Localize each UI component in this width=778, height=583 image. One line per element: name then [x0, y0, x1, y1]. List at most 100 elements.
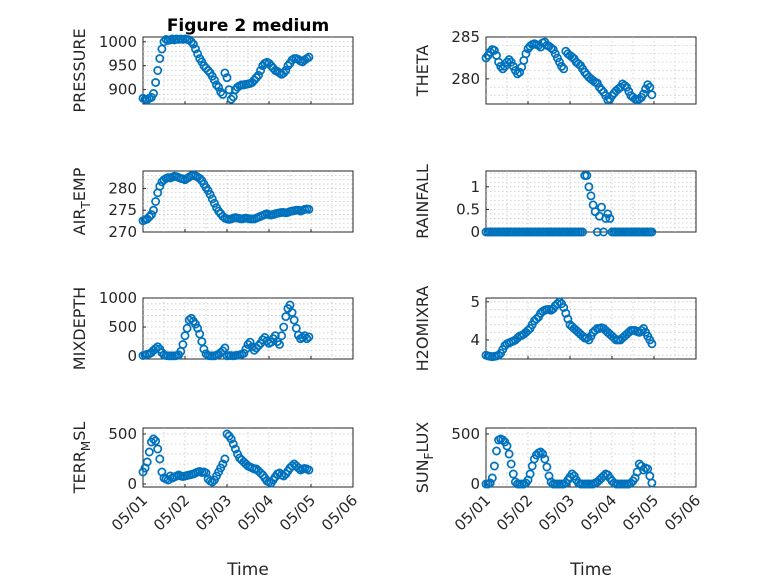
data-point	[180, 331, 190, 341]
x-tick-label: 05/06	[318, 491, 361, 534]
data-point	[254, 70, 263, 80]
data-point	[277, 331, 287, 341]
data-point	[298, 333, 308, 342]
data-point	[540, 454, 550, 464]
data-point	[220, 68, 230, 78]
x-tick-label: 05/02	[150, 491, 193, 534]
data-point	[597, 202, 606, 212]
data-point	[523, 325, 533, 335]
data-point	[647, 90, 657, 100]
data-point	[645, 82, 655, 92]
y-tick-label: 5	[470, 293, 480, 311]
data-point	[151, 197, 161, 206]
y-axis-label: SUNFLUX	[413, 422, 436, 494]
data-point	[513, 69, 522, 79]
x-tick-label: 05/05	[276, 491, 319, 534]
data-point	[165, 471, 175, 481]
data-point	[218, 459, 228, 469]
data-point	[492, 446, 501, 456]
data-point	[203, 66, 213, 75]
data-point	[506, 459, 516, 469]
data-point	[182, 323, 192, 333]
data-point	[542, 462, 552, 472]
series-markers	[138, 429, 314, 488]
data-point	[636, 325, 646, 335]
x-tick-label: 05/03	[535, 491, 578, 534]
data-point	[304, 52, 314, 62]
data-point	[149, 89, 158, 98]
series-markers	[481, 434, 657, 489]
data-point	[586, 191, 596, 201]
data-point	[555, 297, 564, 307]
data-point	[293, 463, 303, 473]
y-axis-label: H2OMIXRA	[413, 286, 432, 372]
data-point	[209, 75, 219, 85]
series-markers	[138, 300, 314, 361]
y-tick-label: 270	[108, 223, 137, 241]
data-point	[142, 457, 152, 467]
data-point	[153, 66, 163, 75]
data-point	[302, 334, 312, 344]
data-point	[186, 37, 196, 47]
data-point	[582, 171, 592, 180]
data-point	[515, 67, 525, 77]
y-tick-label: 0	[127, 347, 137, 365]
data-point	[214, 82, 224, 92]
data-point	[531, 314, 541, 324]
data-point	[149, 434, 158, 444]
y-tick-label: 4	[470, 331, 480, 349]
y-tick-label: 1	[470, 178, 480, 196]
data-point	[538, 449, 548, 459]
x-tick-label: 05/04	[234, 491, 277, 534]
data-point	[502, 441, 512, 451]
x-tick-label: 05/05	[619, 491, 662, 534]
data-point	[601, 213, 611, 223]
y-tick-label: 280	[108, 179, 137, 197]
series-markers	[481, 297, 657, 362]
data-point	[536, 447, 546, 457]
data-point	[144, 447, 154, 457]
grid-lines	[486, 428, 696, 487]
grid-lines	[486, 171, 696, 232]
grid-lines	[486, 37, 696, 104]
data-point	[218, 89, 228, 99]
series-markers	[138, 34, 314, 105]
data-point	[567, 469, 577, 479]
data-point	[220, 454, 230, 464]
data-point	[155, 181, 165, 191]
y-axis-label: THETA	[413, 45, 432, 97]
data-point	[222, 73, 232, 83]
data-point	[283, 61, 293, 71]
y-tick-label: 0	[127, 475, 137, 493]
data-point	[178, 340, 188, 349]
subplot-air_temp: 270 275 280 AIRTEMP	[70, 167, 354, 241]
data-point	[525, 469, 535, 479]
data-point	[226, 94, 236, 104]
data-point	[279, 68, 289, 78]
y-tick-label: 280	[451, 70, 480, 88]
data-point	[245, 337, 255, 347]
y-tick-label: 0	[470, 475, 480, 493]
x-tick-label: 05/01	[108, 491, 151, 534]
data-point	[546, 43, 556, 53]
data-point	[647, 478, 657, 488]
x-tick-label: 05/03	[192, 491, 235, 534]
data-point	[647, 339, 657, 349]
data-point	[212, 80, 221, 90]
series-markers	[481, 37, 657, 105]
x-axis-label: Time	[226, 560, 269, 580]
data-point	[144, 212, 154, 222]
data-point	[498, 435, 508, 445]
data-point	[191, 44, 200, 54]
data-point	[603, 209, 613, 219]
data-point	[304, 204, 314, 214]
y-axis-label: MIXDEPTH	[70, 287, 89, 370]
data-point	[592, 227, 602, 237]
data-point	[582, 333, 592, 343]
data-point	[504, 449, 514, 459]
data-point	[226, 434, 236, 444]
x-tick-label: 05/02	[493, 491, 536, 534]
data-point	[584, 182, 594, 192]
data-point	[224, 85, 234, 95]
